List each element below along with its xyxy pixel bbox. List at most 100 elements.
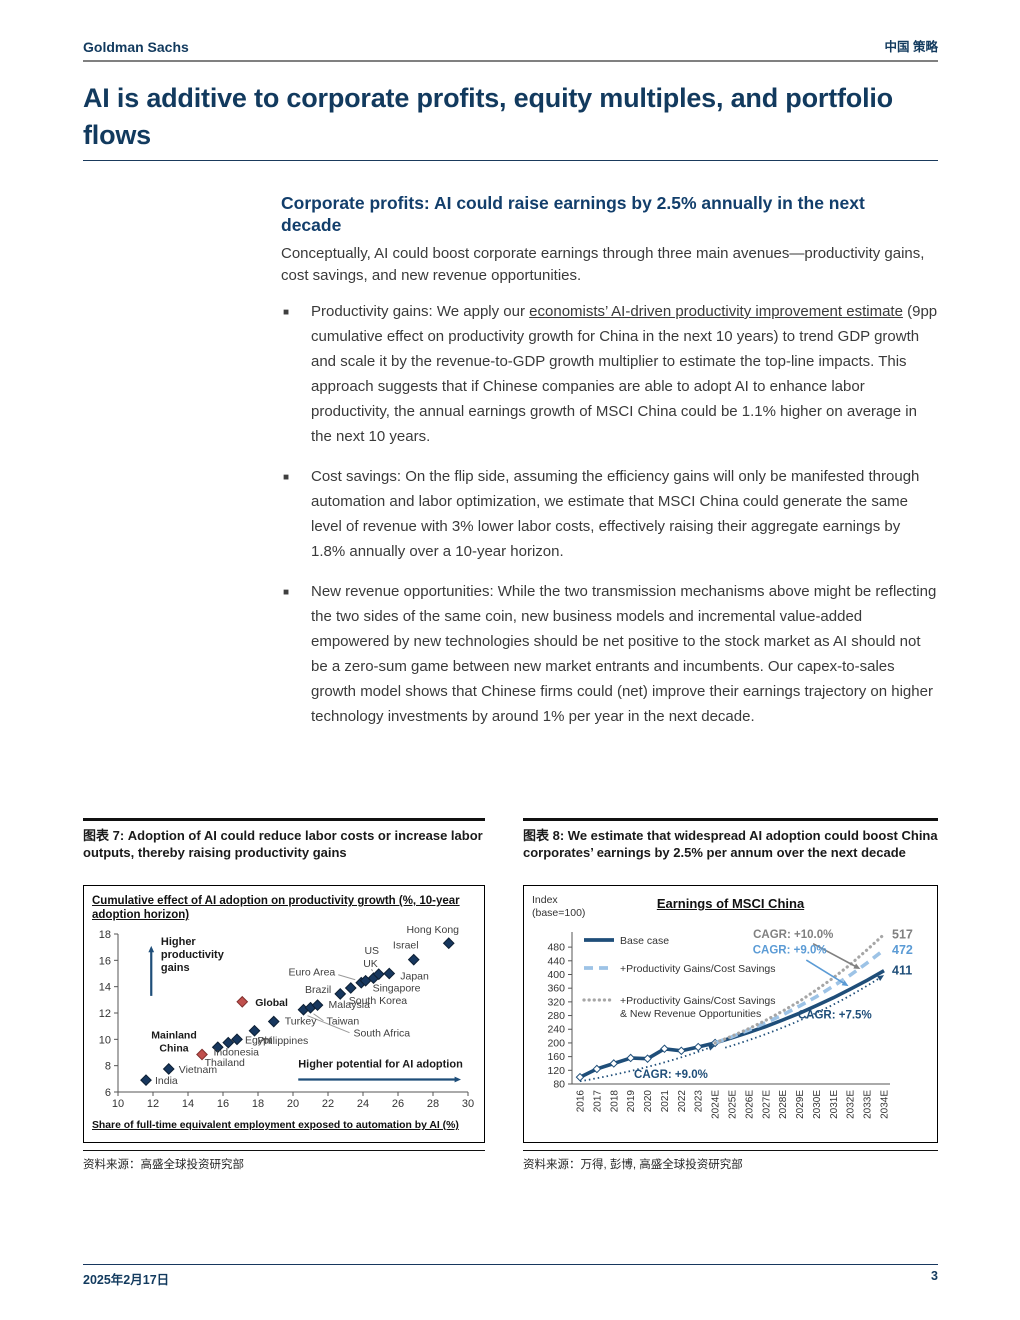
exhibit-8-title: 图表 8: We estimate that widespread AI ado…	[523, 828, 938, 860]
svg-text:240: 240	[547, 1024, 565, 1036]
svg-text:US: US	[364, 945, 379, 957]
exhibit-8-bottom-rule	[523, 1150, 938, 1151]
section-heading: Corporate profits: AI could raise earnin…	[281, 193, 865, 235]
svg-text:Global: Global	[255, 997, 288, 1009]
svg-text:2030E: 2030E	[812, 1090, 823, 1119]
svg-text:2025E: 2025E	[728, 1090, 739, 1119]
bullet-text: (9pp cumulative effect on productivity g…	[311, 303, 938, 445]
svg-text:2026E: 2026E	[744, 1090, 755, 1119]
line-chart-header: Index (base=100) Earnings of MSCI China	[532, 894, 929, 924]
svg-text:360: 360	[547, 983, 565, 995]
svg-text:Malaysia: Malaysia	[329, 999, 371, 1011]
bullet-item: New revenue opportunities: While the two…	[281, 579, 938, 729]
svg-text:280: 280	[547, 1010, 565, 1022]
exhibit-8-top-rule	[523, 818, 938, 821]
svg-text:2019: 2019	[626, 1090, 637, 1113]
brand-logo-text: Goldman Sachs	[83, 39, 189, 55]
svg-text:2032E: 2032E	[846, 1090, 857, 1119]
svg-text:320: 320	[547, 996, 565, 1008]
svg-text:+Productivity Gains/Cost Savin: +Productivity Gains/Cost Savings	[620, 963, 776, 975]
svg-text:+Productivity Gains/Cost Savin: +Productivity Gains/Cost Savings & New Re…	[620, 995, 776, 1020]
svg-text:24: 24	[357, 1098, 369, 1110]
svg-text:2017: 2017	[592, 1090, 603, 1113]
svg-text:Singapore: Singapore	[373, 983, 421, 995]
page-header: Goldman Sachs 中国 策略	[83, 36, 938, 55]
svg-text:CAGR: +9.0%: CAGR: +9.0%	[753, 944, 827, 956]
svg-text:22: 22	[322, 1098, 334, 1110]
footer-divider	[83, 1264, 938, 1265]
exhibit-8-source: 资料来源：万得, 彭博, 高盛全球投资研究部	[523, 1159, 743, 1171]
page-number: 3	[931, 1269, 938, 1283]
svg-text:2033E: 2033E	[863, 1090, 874, 1119]
svg-text:CAGR: +7.5%: CAGR: +7.5%	[798, 1009, 872, 1021]
svg-text:Egypt: Egypt	[245, 1034, 272, 1046]
svg-text:80: 80	[553, 1079, 565, 1091]
line-chart-y-axis-label: Index (base=100)	[532, 894, 586, 919]
svg-text:Indonesia: Indonesia	[213, 1047, 259, 1059]
bullet-text: New revenue opportunities: While the two…	[311, 583, 937, 725]
svg-text:2031E: 2031E	[829, 1090, 840, 1119]
svg-text:18: 18	[99, 929, 111, 941]
svg-text:2034E: 2034E	[880, 1090, 891, 1119]
report-category-tag: 中国 策略	[884, 40, 938, 54]
svg-text:Turkey: Turkey	[285, 1016, 317, 1028]
svg-text:CAGR: +9.0%: CAGR: +9.0%	[634, 1069, 708, 1081]
svg-text:26: 26	[392, 1098, 404, 1110]
bullet-item: Cost savings: On the flip side, assuming…	[281, 464, 938, 564]
svg-text:517: 517	[892, 927, 913, 941]
productivity-scatter-panel: Cumulative effect of AI adoption on prod…	[83, 885, 485, 1143]
economists-estimate-link[interactable]: economists’ AI-driven productivity impro…	[529, 303, 903, 320]
header-divider	[83, 60, 938, 62]
svg-text:18: 18	[252, 1098, 264, 1110]
svg-text:14: 14	[182, 1098, 194, 1110]
svg-text:South Africa: South Africa	[354, 1028, 411, 1040]
svg-text:2028E: 2028E	[778, 1090, 789, 1119]
svg-text:2023: 2023	[694, 1090, 705, 1113]
svg-text:160: 160	[547, 1051, 565, 1063]
bullet-list: Productivity gains: We apply our economi…	[281, 299, 938, 729]
scatter-x-axis-label: Share of full-time equivalent employment…	[92, 1120, 459, 1131]
bullet-text: Cost savings: On the flip side, assuming…	[311, 468, 920, 560]
svg-text:2016: 2016	[576, 1090, 587, 1113]
report-date: 2025年2月17日	[83, 1273, 170, 1287]
exhibit-7: 图表 7: Adoption of AI could reduce labor …	[83, 818, 485, 1172]
intro-paragraph: Conceptually, AI could boost corporate e…	[281, 245, 925, 284]
svg-text:16: 16	[217, 1098, 229, 1110]
svg-text:400: 400	[547, 969, 565, 981]
svg-text:India: India	[155, 1075, 178, 1087]
svg-text:10: 10	[112, 1098, 124, 1110]
svg-text:2021: 2021	[660, 1090, 671, 1113]
svg-text:Base case: Base case	[620, 935, 669, 947]
svg-text:Israel: Israel	[393, 940, 419, 952]
svg-text:6: 6	[105, 1087, 111, 1099]
svg-text:Vietnam: Vietnam	[179, 1064, 218, 1076]
productivity-scatter-chart: 6 8 10 12 14 16 18 10 12 14 16 18 20 22 24 26 28 30 Higher…	[99, 924, 474, 1110]
svg-text:16: 16	[99, 955, 111, 967]
svg-text:South Korea: South Korea	[349, 995, 408, 1007]
exhibit-7-top-rule	[83, 818, 485, 821]
svg-text:CAGR: +10.0%: CAGR: +10.0%	[753, 929, 833, 941]
svg-text:10: 10	[99, 1034, 111, 1046]
svg-text:Euro Area: Euro Area	[289, 967, 336, 979]
exhibits-row: 图表 7: Adoption of AI could reduce labor …	[83, 818, 938, 1172]
svg-text:12: 12	[99, 1008, 111, 1020]
svg-text:2029E: 2029E	[795, 1090, 806, 1119]
bullet-item: Productivity gains: We apply our economi…	[281, 299, 938, 449]
main-content: Corporate profits: AI could raise earnin…	[281, 192, 938, 744]
scatter-chart-title: Cumulative effect of AI adoption on prod…	[92, 895, 460, 921]
svg-text:Philippines: Philippines	[258, 1035, 309, 1047]
svg-text:Hong Kong: Hong Kong	[406, 924, 459, 936]
exhibit-8: 图表 8: We estimate that widespread AI ado…	[523, 818, 938, 1172]
svg-text:20: 20	[287, 1098, 299, 1110]
svg-text:Thailand: Thailand	[205, 1057, 245, 1069]
bullet-text: Productivity gains: We apply our	[311, 303, 530, 320]
earnings-line-panel: Index (base=100) Earnings of MSCI China …	[523, 885, 938, 1143]
svg-text:2018: 2018	[609, 1090, 620, 1113]
svg-text:120: 120	[547, 1065, 565, 1077]
exhibit-7-title: 图表 7: Adoption of AI could reduce labor …	[83, 828, 483, 860]
exhibit-7-bottom-rule	[83, 1150, 485, 1151]
